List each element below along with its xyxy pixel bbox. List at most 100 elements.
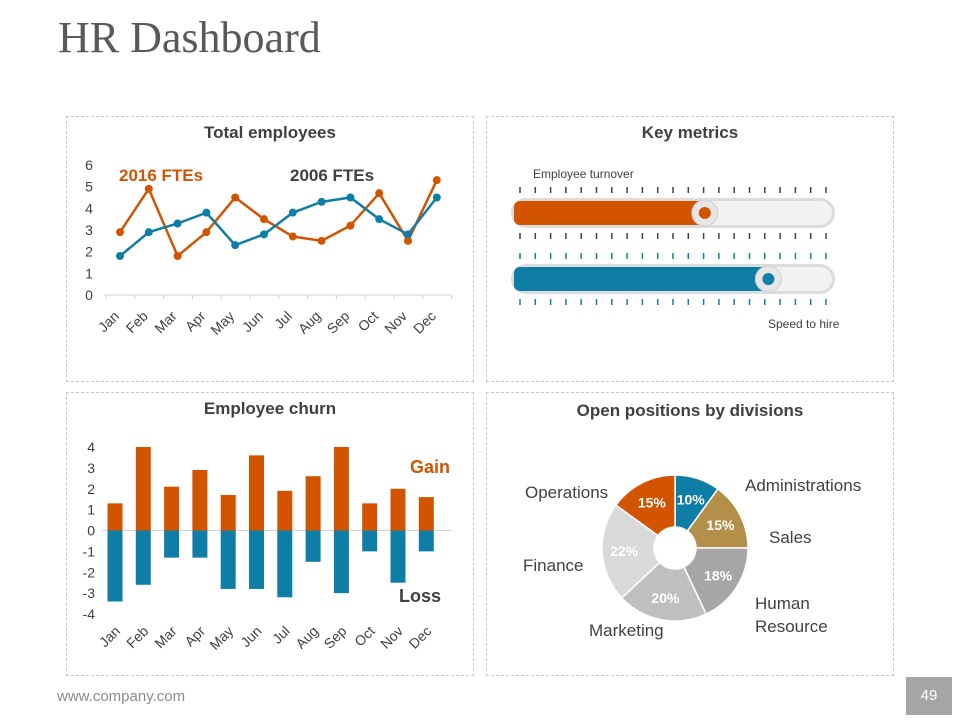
x-tick-label: May bbox=[207, 308, 237, 338]
y-tick-label: 5 bbox=[85, 179, 93, 195]
slice-pct-label: 15% bbox=[706, 517, 735, 533]
data-point-0 bbox=[173, 252, 182, 260]
y-tick-label: 0 bbox=[85, 287, 93, 303]
key-metrics-panel: Key metrics Employee turnover Speed to h… bbox=[486, 116, 894, 382]
data-point-1 bbox=[173, 219, 182, 228]
total-employees-title: Total employees bbox=[204, 123, 336, 142]
data-point-0 bbox=[404, 236, 412, 245]
x-tick-label: Dec bbox=[410, 308, 439, 337]
bar-gain bbox=[362, 503, 378, 531]
y-tick-label: 3 bbox=[87, 460, 95, 476]
employee-turnover-label: Employee turnover bbox=[533, 167, 634, 181]
page-title: HR Dashboard bbox=[58, 13, 321, 62]
x-tick-label: Jun bbox=[239, 308, 266, 335]
y-tick-label: 3 bbox=[85, 222, 93, 238]
data-point-1 bbox=[404, 230, 412, 239]
donut-hole bbox=[654, 527, 696, 569]
x-tick-label: Oct bbox=[355, 308, 382, 335]
slice-pct-label: 15% bbox=[638, 495, 667, 511]
x-tick-label: May bbox=[206, 623, 236, 653]
y-tick-label: 6 bbox=[85, 157, 93, 173]
y-tick-label: -4 bbox=[83, 606, 96, 622]
bar-gain bbox=[277, 490, 293, 531]
y-tick-label: 4 bbox=[87, 439, 95, 455]
page-number: 49 bbox=[906, 677, 952, 715]
footer-url: www.company.com bbox=[57, 688, 186, 705]
bar-loss bbox=[277, 530, 293, 598]
data-point-1 bbox=[375, 215, 384, 224]
x-tick-label: Dec bbox=[405, 623, 434, 652]
slice-label: Marketing bbox=[589, 621, 664, 640]
total-employees-panel: Total employees 0 1 2 3 4 5 6 Jan Feb Mar Apr May Ju… bbox=[66, 116, 474, 382]
y-tick-label: -3 bbox=[83, 585, 96, 601]
bar-gain bbox=[305, 476, 321, 531]
data-point-1 bbox=[317, 197, 326, 206]
x-tick-label: Mar bbox=[151, 308, 180, 337]
slice-pct-label: 22% bbox=[610, 543, 639, 559]
slice-pct-label: 20% bbox=[651, 590, 680, 606]
data-point-0 bbox=[375, 189, 384, 198]
x-tick-label: Apr bbox=[181, 623, 208, 650]
slice-pct-label: 18% bbox=[704, 567, 733, 583]
data-point-0 bbox=[432, 176, 441, 185]
slice-label: Resource bbox=[755, 617, 828, 636]
y-tick-label: 2 bbox=[87, 481, 95, 497]
bar-gain bbox=[192, 469, 208, 531]
x-tick-label: Nov bbox=[377, 623, 406, 652]
y-tick-label: 2 bbox=[85, 244, 93, 260]
bar-loss bbox=[220, 530, 236, 589]
bar-loss bbox=[192, 530, 208, 558]
series-line-0 bbox=[118, 179, 438, 259]
x-tick-label: Aug bbox=[292, 623, 321, 652]
key-metrics-gauges bbox=[511, 187, 835, 305]
bar-gain bbox=[164, 486, 180, 531]
x-tick-label: Jul bbox=[269, 623, 293, 647]
x-tick-label: Jan bbox=[96, 623, 123, 650]
x-tick-label: Mar bbox=[151, 623, 180, 652]
bar-gain bbox=[418, 497, 434, 531]
y-tick-label: 4 bbox=[85, 200, 93, 216]
slice-label: Operations bbox=[525, 483, 608, 502]
bar-loss bbox=[249, 530, 264, 589]
data-point-1 bbox=[260, 230, 268, 239]
slice-label: Finance bbox=[523, 556, 583, 575]
y-tick-label: -2 bbox=[83, 564, 96, 580]
data-point-0 bbox=[144, 184, 153, 193]
data-point-0 bbox=[317, 236, 326, 245]
y-tick-label: 1 bbox=[85, 265, 93, 281]
speed-to-hire-label: Speed to hire bbox=[768, 317, 840, 331]
data-point-0 bbox=[288, 232, 297, 241]
bar-loss bbox=[418, 530, 434, 552]
x-tick-label: Aug bbox=[295, 308, 324, 337]
legend-loss: Loss bbox=[399, 586, 441, 606]
data-point-0 bbox=[116, 228, 124, 237]
bar-loss bbox=[135, 530, 151, 585]
legend-2016-ftes: 2016 FTEs bbox=[119, 166, 203, 185]
data-point-1 bbox=[432, 193, 441, 202]
bar-gain bbox=[220, 495, 236, 531]
data-point-1 bbox=[346, 193, 355, 202]
data-point-0 bbox=[346, 221, 355, 230]
x-tick-label: Nov bbox=[381, 308, 410, 337]
slice-label: Sales bbox=[769, 528, 812, 547]
bar-loss bbox=[164, 530, 180, 558]
x-tick-label: Jun bbox=[237, 623, 264, 650]
bar-loss bbox=[333, 530, 349, 594]
x-tick-label: Jul bbox=[271, 308, 295, 332]
data-point-0 bbox=[260, 215, 268, 224]
bar-gain bbox=[249, 455, 264, 531]
legend-gain: Gain bbox=[410, 457, 450, 477]
slice-label: Human bbox=[755, 594, 810, 613]
bar-loss bbox=[362, 530, 378, 552]
x-tick-label: Feb bbox=[123, 308, 152, 337]
x-tick-label: Apr bbox=[182, 308, 209, 335]
bar-loss bbox=[107, 530, 123, 602]
y-tick-label: 1 bbox=[87, 502, 95, 518]
x-tick-label: Jan bbox=[95, 308, 122, 335]
bar-gain bbox=[333, 447, 349, 531]
bar-loss bbox=[390, 530, 406, 583]
key-metrics-title: Key metrics bbox=[641, 123, 739, 142]
y-tick-label: 0 bbox=[87, 523, 95, 539]
